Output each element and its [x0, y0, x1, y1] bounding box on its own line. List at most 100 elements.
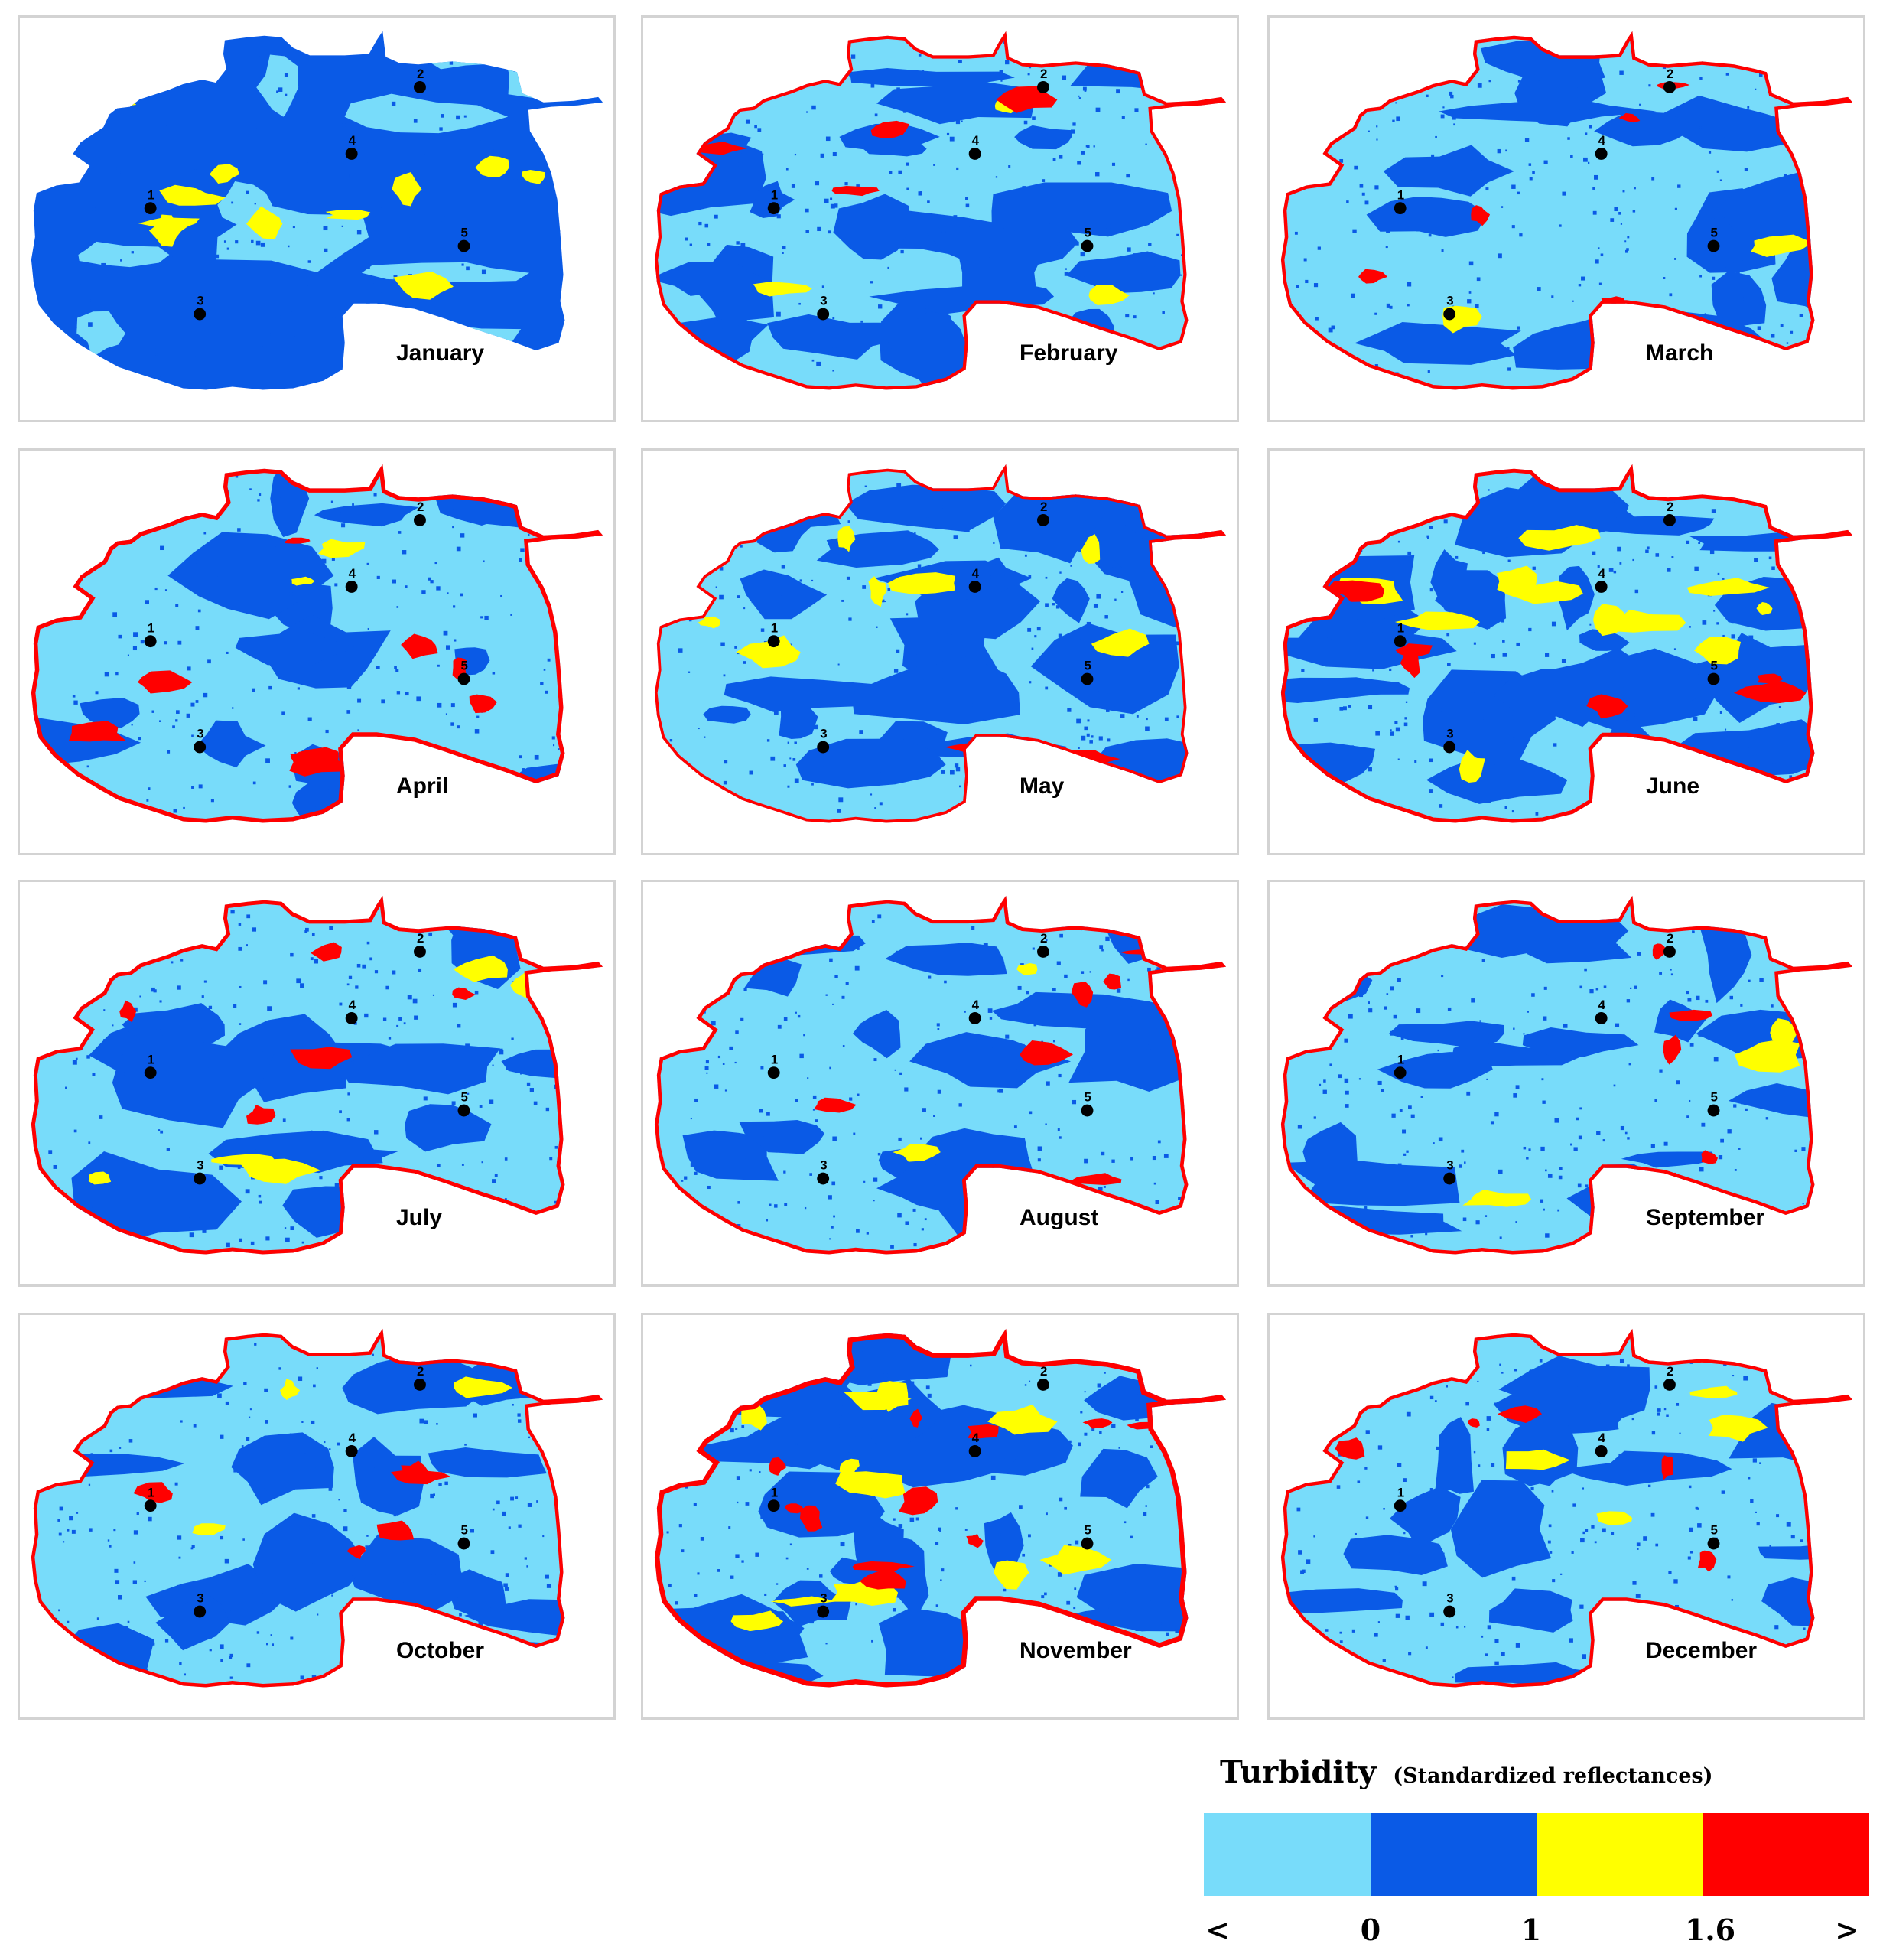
station-marker	[817, 308, 830, 321]
station-marker	[968, 148, 981, 160]
station-label: 5	[1085, 1523, 1091, 1538]
month-label: January	[396, 340, 485, 366]
month-label: April	[396, 773, 449, 799]
legend-color-bar	[1204, 1813, 1869, 1896]
legend-title: Turbidity (Standardized reflectances)	[1220, 1754, 1713, 1790]
station-label: 2	[1667, 931, 1673, 946]
station-marker	[457, 239, 470, 252]
station-marker	[968, 1445, 981, 1457]
station-label: 2	[1040, 1364, 1047, 1379]
map-panel-march: 1 2 3 4 5 March	[1267, 15, 1865, 422]
station-marker	[345, 148, 358, 160]
station-marker	[1663, 81, 1676, 93]
station-marker	[767, 1499, 780, 1512]
station-marker	[345, 1012, 358, 1024]
station-label: 3	[820, 1158, 827, 1173]
station-label: 3	[1446, 727, 1453, 741]
turbidity-map: 1 2 3 4 5	[31, 895, 603, 1255]
month-label: September	[1646, 1205, 1765, 1230]
station-label: 3	[820, 727, 827, 741]
station-label: 4	[349, 998, 356, 1012]
station-label: 1	[771, 620, 778, 635]
station-marker	[1081, 1104, 1094, 1117]
legend-swatch-gt1.6	[1703, 1813, 1869, 1896]
station-label: 3	[197, 1158, 203, 1173]
legend-tick: >	[1835, 1913, 1859, 1947]
station-marker	[1394, 635, 1407, 648]
station-marker	[194, 1172, 207, 1185]
station-label: 5	[1085, 659, 1091, 673]
station-marker	[1595, 1445, 1608, 1457]
station-label: 4	[1598, 566, 1606, 581]
station-marker	[144, 1066, 157, 1079]
station-label: 4	[1598, 133, 1606, 148]
month-label: June	[1646, 773, 1700, 799]
station-marker	[1707, 1537, 1720, 1550]
station-label: 5	[461, 226, 468, 240]
station-label: 4	[1598, 998, 1606, 1012]
station-marker	[817, 1605, 830, 1618]
station-label: 2	[1040, 67, 1047, 81]
station-marker	[345, 1445, 358, 1457]
station-label: 4	[1598, 1431, 1606, 1445]
map-panel-august: 1 2 3 4 5 August	[641, 880, 1239, 1287]
station-marker	[414, 81, 426, 93]
legend-swatch-lt0	[1204, 1813, 1371, 1896]
station-label: 5	[1711, 1523, 1718, 1538]
station-marker	[817, 1172, 830, 1185]
station-label: 2	[417, 67, 424, 81]
map-panel-january: 1 2 3 4 5 January	[18, 15, 616, 422]
month-label: March	[1646, 340, 1714, 366]
station-marker	[1595, 148, 1608, 160]
station-label: 5	[461, 659, 468, 673]
station-marker	[1394, 1499, 1407, 1512]
station-marker	[144, 202, 157, 215]
station-marker	[1595, 581, 1608, 593]
month-label: August	[1020, 1205, 1099, 1230]
map-panel-october: 1 2 3 4 5 October	[18, 1313, 616, 1720]
station-label: 5	[461, 1090, 468, 1105]
turbidity-map: 1 2 3 4 5	[1280, 895, 1853, 1255]
lagoon-area	[1280, 1328, 1853, 1688]
map-panel-july: 1 2 3 4 5 July	[18, 880, 616, 1287]
station-marker	[1595, 1012, 1608, 1024]
turbidity-map: 1 2 3 4 5	[654, 895, 1227, 1255]
station-label: 1	[148, 1485, 154, 1499]
station-marker	[194, 1605, 207, 1618]
station-label: 2	[417, 931, 424, 946]
turbidity-map: 1 2 3 4 5	[1280, 1328, 1853, 1688]
station-marker	[1081, 672, 1094, 685]
station-label: 1	[148, 187, 154, 202]
station-label: 1	[148, 620, 154, 635]
station-marker	[414, 946, 426, 958]
station-marker	[144, 635, 157, 648]
station-marker	[457, 1537, 470, 1550]
turbidity-map: 1 2 3 4 5	[1280, 464, 1853, 823]
station-marker	[414, 1379, 426, 1391]
station-label: 5	[1711, 659, 1718, 673]
station-marker	[1037, 81, 1049, 93]
turbidity-map: 1 2 3 4 5	[654, 464, 1227, 823]
station-marker	[1037, 946, 1049, 958]
station-marker	[194, 308, 207, 321]
station-marker	[1443, 741, 1456, 754]
station-marker	[1663, 514, 1676, 526]
station-label: 4	[349, 566, 356, 581]
station-label: 3	[197, 727, 203, 741]
station-marker	[194, 741, 207, 754]
station-label: 1	[1397, 620, 1404, 635]
station-marker	[1081, 239, 1094, 252]
legend-tick: 0	[1360, 1913, 1381, 1947]
station-label: 3	[1446, 294, 1453, 308]
station-marker	[1707, 672, 1720, 685]
station-label: 4	[972, 133, 980, 148]
station-marker	[1443, 308, 1456, 321]
legend-swatch-1-1.6	[1537, 1813, 1703, 1896]
station-label: 3	[197, 1591, 203, 1606]
station-label: 1	[771, 1485, 778, 1499]
station-label: 4	[972, 566, 980, 581]
station-label: 3	[1446, 1591, 1453, 1606]
month-label: November	[1020, 1638, 1132, 1663]
station-label: 1	[771, 1052, 778, 1066]
map-panel-november: 1 2 3 4 5 November	[641, 1313, 1239, 1720]
